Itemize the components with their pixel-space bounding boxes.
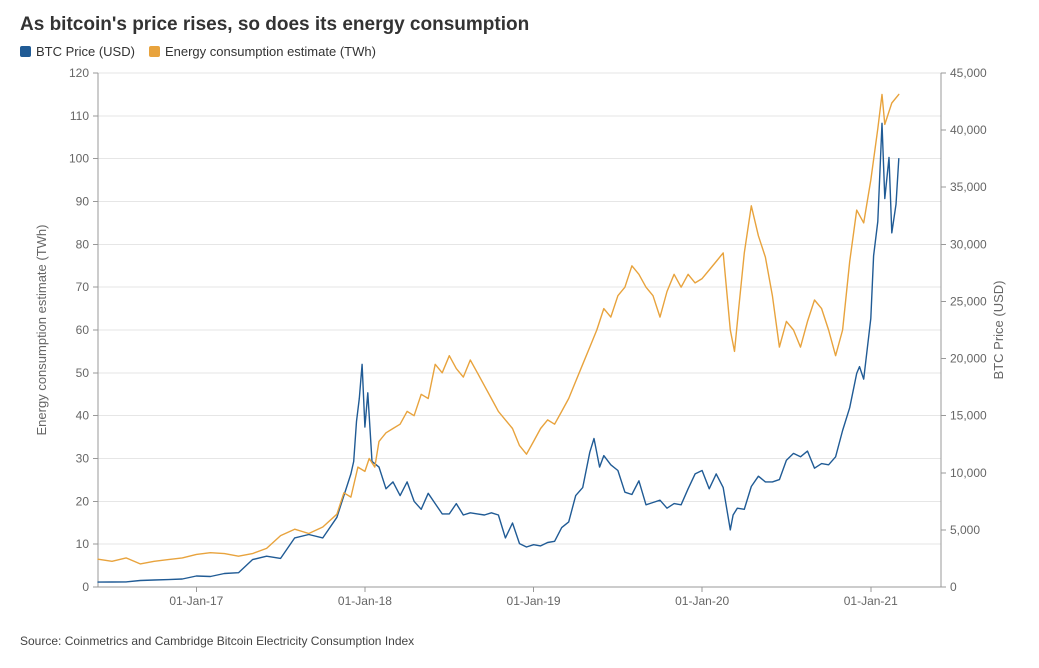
legend-swatch-price: [20, 46, 31, 57]
chart-source: Source: Coinmetrics and Cambridge Bitcoi…: [20, 634, 1019, 648]
svg-text:15,000: 15,000: [950, 409, 987, 423]
svg-text:40,000: 40,000: [950, 123, 987, 137]
svg-text:120: 120: [69, 66, 89, 80]
svg-text:90: 90: [76, 195, 90, 209]
x-axis: 01-Jan-17 01-Jan-18 01-Jan-19 01-Jan-20 01-J…: [98, 587, 941, 608]
series-price: [98, 123, 899, 582]
svg-text:80: 80: [76, 237, 90, 251]
y-axis-right: 0 5,000 10,000 15,000 20,000 25,000 30,000 35,0…: [941, 66, 1006, 594]
svg-text:Energy consumption estimate (T: Energy consumption estimate (TWh): [34, 225, 49, 436]
chart-area: 0 10 20 30 40 50 60 70 80 90 100 110 120 Energy consu…: [20, 63, 1019, 630]
svg-text:10: 10: [76, 537, 90, 551]
legend-item-price: BTC Price (USD): [20, 44, 135, 59]
svg-text:45,000: 45,000: [950, 66, 987, 80]
svg-text:30: 30: [76, 452, 90, 466]
svg-text:BTC Price (USD): BTC Price (USD): [991, 281, 1006, 380]
legend-label-price: BTC Price (USD): [36, 44, 135, 59]
svg-text:5,000: 5,000: [950, 523, 980, 537]
legend-item-energy: Energy consumption estimate (TWh): [149, 44, 376, 59]
svg-text:01-Jan-20: 01-Jan-20: [675, 594, 729, 608]
line-chart: 0 10 20 30 40 50 60 70 80 90 100 110 120 Energy consu…: [20, 63, 1019, 625]
svg-text:01-Jan-18: 01-Jan-18: [338, 594, 392, 608]
legend-swatch-energy: [149, 46, 160, 57]
legend-label-energy: Energy consumption estimate (TWh): [165, 44, 376, 59]
svg-text:01-Jan-21: 01-Jan-21: [844, 594, 898, 608]
svg-text:25,000: 25,000: [950, 294, 987, 308]
svg-text:35,000: 35,000: [950, 180, 987, 194]
svg-text:40: 40: [76, 409, 90, 423]
svg-text:10,000: 10,000: [950, 466, 987, 480]
svg-text:50: 50: [76, 366, 90, 380]
svg-text:20,000: 20,000: [950, 352, 987, 366]
svg-text:30,000: 30,000: [950, 237, 987, 251]
svg-text:0: 0: [82, 580, 89, 594]
gridlines: [98, 73, 941, 587]
svg-text:70: 70: [76, 280, 90, 294]
chart-title: As bitcoin's price rises, so does its en…: [20, 14, 1019, 36]
svg-text:110: 110: [70, 109, 89, 123]
svg-text:100: 100: [69, 152, 89, 166]
svg-text:0: 0: [950, 580, 957, 594]
y-axis-left: 0 10 20 30 40 50 60 70 80 90 100 110 120 Energy consu…: [34, 66, 98, 594]
svg-text:60: 60: [76, 323, 90, 337]
svg-text:01-Jan-19: 01-Jan-19: [507, 594, 561, 608]
svg-text:20: 20: [76, 494, 90, 508]
legend: BTC Price (USD) Energy consumption estim…: [20, 44, 1019, 59]
svg-text:01-Jan-17: 01-Jan-17: [169, 594, 223, 608]
series-energy: [98, 94, 899, 564]
